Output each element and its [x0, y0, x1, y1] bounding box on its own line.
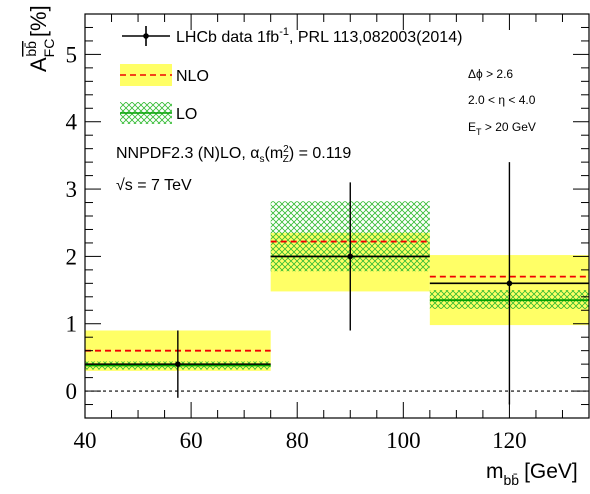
legend-lo-label: LO: [176, 106, 197, 123]
cut-dphi: Δϕ > 2.6: [468, 67, 513, 81]
legend-lo-entry: LO: [120, 102, 197, 124]
legend-nlo-label: NLO: [176, 68, 209, 85]
y-tick-label: 1: [66, 312, 78, 337]
y-tick-label: 4: [66, 110, 78, 135]
x-tick-label: 60: [180, 428, 203, 453]
x-tick-label: 120: [492, 428, 527, 453]
cut-eta: 2.0 < η < 4.0: [468, 93, 536, 107]
x-tick-label: 40: [74, 428, 97, 453]
data-point-bin-1: [347, 253, 354, 260]
legend-nlo-entry: NLO: [120, 64, 209, 86]
plot-marks: [85, 162, 589, 405]
energy-note: √s = 7 TeV: [116, 177, 192, 194]
svg-text:LHCb data 1fb-1, PRL 113,08200: LHCb data 1fb-1, PRL 113,082003(2014): [176, 26, 462, 46]
x-tick-label: 100: [386, 428, 421, 453]
y-tick-label: 5: [66, 42, 78, 67]
legend: LHCb data 1fb-1, PRL 113,082003(2014) NL…: [120, 26, 462, 124]
y-tick-label: 0: [66, 379, 78, 404]
x-tick-label: 80: [286, 428, 309, 453]
y-tick-label: 2: [66, 244, 78, 269]
axis-ticks: 0 1 2 3 4 5 40 60 80 100 120: [66, 13, 590, 453]
legend-data-entry: LHCb data 1fb-1, PRL 113,082003(2014): [122, 26, 462, 46]
pdf-note: NNPDF2.3 (N)LO, αs(m2 Z) = 0.119: [116, 144, 351, 165]
legend-data-label: LHCb data 1fb: [176, 29, 279, 46]
data-point-bin-0: [175, 361, 181, 367]
y-axis-title: AFCbb̄[%]: [23, 5, 57, 72]
data-point-bin-2: [506, 280, 513, 287]
cut-et: ET > 20 GeV: [468, 120, 536, 137]
x-axis-title: mbb̄ [GeV]: [486, 460, 578, 488]
y-tick-label: 3: [66, 177, 78, 202]
